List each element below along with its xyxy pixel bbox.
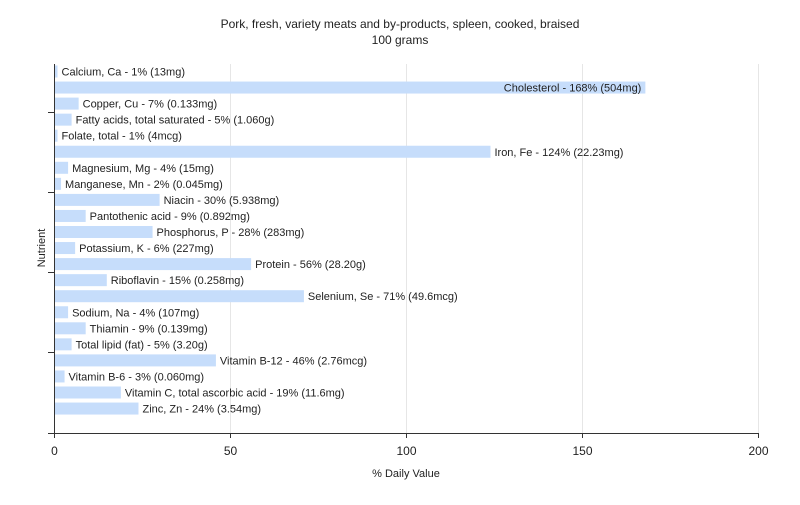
- bars-group: Calcium, Ca - 1% (13mg) Cholesterol - 168…: [54, 65, 646, 416]
- bar: [54, 97, 79, 110]
- bar: [54, 322, 86, 335]
- bar: [54, 386, 121, 399]
- y-axis-title: Nutrient: [36, 229, 48, 268]
- bar-label: Magnesium, Mg - 4% (15mg): [72, 163, 214, 175]
- bar-label: Pantothenic acid - 9% (0.892mg): [90, 211, 250, 223]
- bar-label: Niacin - 30% (5.938mg): [164, 195, 280, 207]
- chart-subtitle: 100 grams: [372, 33, 429, 47]
- bar-label: Folate, total - 1% (4mcg): [62, 131, 182, 143]
- bar: [54, 145, 491, 158]
- bar-label: Manganese, Mn - 2% (0.045mg): [65, 179, 223, 191]
- bar: [54, 193, 160, 206]
- chart-title: Pork, fresh, variety meats and by-produc…: [221, 17, 580, 31]
- bar: [54, 258, 252, 271]
- x-axis-title: % Daily Value: [372, 468, 440, 480]
- bar-label: Phosphorus, P - 28% (283mg): [157, 227, 305, 239]
- bar: [54, 161, 69, 174]
- bar: [54, 290, 304, 303]
- bar: [54, 209, 86, 222]
- bar: [54, 354, 216, 367]
- bar: [54, 113, 72, 126]
- bar: [54, 274, 107, 287]
- bar: [54, 306, 69, 319]
- x-tick-label: 150: [572, 444, 592, 458]
- bar: [54, 402, 139, 415]
- x-tick-label: 200: [748, 444, 768, 458]
- bar-label: Zinc, Zn - 24% (3.54mg): [142, 404, 261, 416]
- bar-label: Riboflavin - 15% (0.258mg): [111, 275, 244, 287]
- x-tick-label: 0: [51, 444, 58, 458]
- bar: [54, 177, 62, 190]
- bar: [54, 129, 58, 142]
- bar-label: Copper, Cu - 7% (0.133mg): [83, 99, 218, 111]
- bar-label: Total lipid (fat) - 5% (3.20g): [76, 339, 208, 351]
- bar: [54, 65, 58, 78]
- bar: [54, 242, 76, 255]
- bar-label: Vitamin B-6 - 3% (0.060mg): [69, 371, 205, 383]
- bar-label: Protein - 56% (28.20g): [255, 259, 366, 271]
- bar: [54, 338, 72, 351]
- bar: [54, 226, 153, 238]
- bar-label: Iron, Fe - 124% (22.23mg): [494, 147, 623, 159]
- x-tick-label: 100: [396, 444, 416, 458]
- bar-label: Sodium, Na - 4% (107mg): [72, 307, 199, 319]
- bar-label: Potassium, K - 6% (227mg): [79, 243, 214, 255]
- bar-label: Vitamin C, total ascorbic acid - 19% (11…: [125, 388, 345, 400]
- grid-lines: [230, 64, 759, 433]
- bar-label: Fatty acids, total saturated - 5% (1.060…: [76, 115, 275, 127]
- axes-group: 0 50 100 150 200: [48, 64, 769, 458]
- bar-label: Cholesterol - 168% (504mg): [504, 83, 642, 95]
- bar: [54, 81, 646, 94]
- bar-label: Calcium, Ca - 1% (13mg): [62, 67, 185, 79]
- bar-label: Thiamin - 9% (0.139mg): [90, 323, 208, 335]
- bar-label: Vitamin B-12 - 46% (2.76mcg): [220, 355, 367, 367]
- x-tick-label: 50: [224, 444, 238, 458]
- bar: [54, 370, 65, 383]
- bar-label: Selenium, Se - 71% (49.6mcg): [308, 291, 458, 303]
